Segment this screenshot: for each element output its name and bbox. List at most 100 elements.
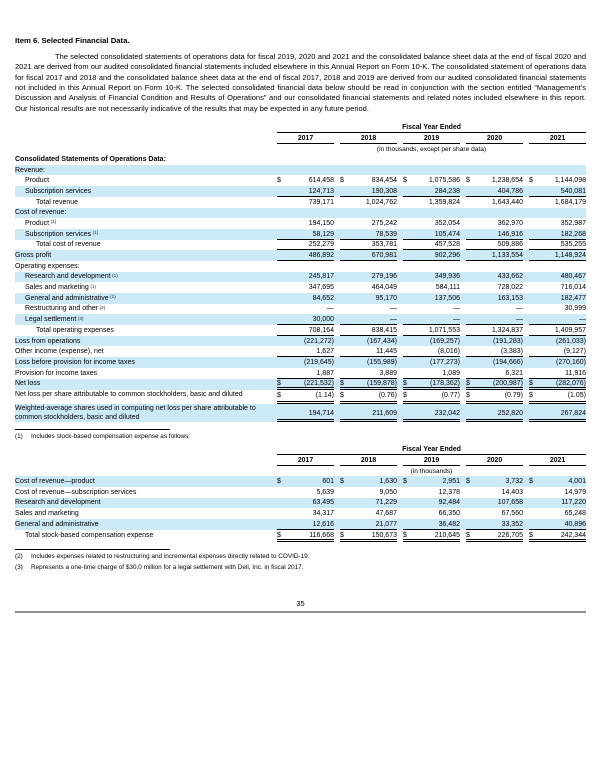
footnote-3-text: Represents a one-time charge of $30.0 mi… bbox=[31, 563, 304, 571]
cell-value: 67,560 bbox=[501, 510, 523, 518]
cell-value: 352,987 bbox=[560, 219, 586, 227]
value-cell: 457,528 bbox=[403, 240, 460, 251]
page-number: 35 bbox=[296, 598, 305, 608]
value-cell: 67,560 bbox=[466, 508, 523, 519]
cell-value: 353,781 bbox=[371, 241, 397, 249]
cell-value: 21,077 bbox=[375, 520, 397, 528]
table-row: Operating expenses: bbox=[15, 261, 586, 272]
page-bottom-rule bbox=[15, 610, 586, 613]
cell-value: — bbox=[453, 305, 460, 313]
year-header: 2019 bbox=[403, 133, 460, 144]
value-cell: 284,238 bbox=[403, 186, 460, 197]
value-cell: 347,695 bbox=[277, 282, 334, 293]
cell-value: 124,713 bbox=[308, 187, 334, 195]
cell-value: (194,666) bbox=[493, 358, 523, 366]
value-cell bbox=[529, 165, 586, 176]
cell-value: 150,673 bbox=[371, 531, 397, 539]
footnote-marker: (1) bbox=[50, 219, 57, 225]
cell-value: 12,616 bbox=[312, 520, 334, 528]
year-header: 2021 bbox=[529, 455, 586, 466]
cell-value: 464,049 bbox=[371, 284, 397, 292]
row-values: $ (221,532) $ (159,878) $ (178,362) $ (200,987)… bbox=[271, 379, 586, 391]
row-values: 1,627 11,445 (8,016) (3,383) (9,127) bbox=[271, 346, 586, 358]
dollar-sign: $ bbox=[403, 177, 407, 185]
cell-value: 194,150 bbox=[308, 219, 334, 227]
cell-value: 242,344 bbox=[560, 531, 586, 539]
value-cell: 40,896 bbox=[529, 519, 586, 530]
row-values: 708,164 838,415 1,071,553 1,324,837 1,409,95… bbox=[271, 325, 586, 336]
row-label: General and administrative bbox=[15, 520, 99, 528]
table-row: Product (1) 194,150 275,242 352,054 362,970 35… bbox=[15, 218, 586, 229]
value-cell: (177,273) bbox=[403, 357, 460, 368]
row-values: $614,458 $834,454 $1,075,586 $1,238,654 $1,1… bbox=[271, 175, 586, 186]
dollar-sign: $ bbox=[403, 380, 407, 388]
value-cell bbox=[403, 165, 460, 176]
row-values: 12,616 21,077 36,482 33,352 40,896 bbox=[271, 519, 586, 530]
row-values: 84,652 95,170 137,506 163,153 182,477 bbox=[271, 293, 586, 304]
table-row: Sales and marketing (1) 347,695 464,049 584,… bbox=[15, 282, 586, 293]
row-label: Restructuring and other (2) bbox=[25, 304, 106, 313]
cell-value: 1,643,440 bbox=[491, 198, 523, 206]
value-cell: $ (159,878) bbox=[340, 379, 397, 391]
value-cell: (194,666) bbox=[466, 357, 523, 368]
row-values: 30,000 — — — — bbox=[271, 314, 586, 326]
table-row: Revenue: bbox=[15, 164, 586, 176]
value-cell: 137,506 bbox=[403, 293, 460, 304]
table-row: Loss from operations (221,272) (167,434) (1… bbox=[15, 335, 586, 347]
row-values: 245,817 279,196 349,936 433,662 480,467 bbox=[271, 272, 586, 283]
value-cell: 11,445 bbox=[340, 346, 397, 358]
row-values: $601 $1,630 $2,951 $3,732 $4,001 bbox=[271, 476, 586, 487]
row-label: Operating expenses: bbox=[15, 262, 80, 270]
year-header: 2020 bbox=[466, 133, 523, 144]
footnote-marker: (1) bbox=[112, 272, 118, 278]
row-values: 1,887 3,889 1,089 6,321 11,916 bbox=[271, 368, 586, 379]
cell-value: 232,042 bbox=[434, 410, 460, 418]
row-label: Cost of revenue: bbox=[15, 209, 67, 217]
cell-value: 210,645 bbox=[434, 531, 460, 539]
cell-value: 1,627 bbox=[316, 348, 334, 356]
cell-value: 834,454 bbox=[371, 177, 397, 185]
year-header: 2021 bbox=[529, 133, 586, 144]
table-row: Total operating expenses 708,164 838,415 1,… bbox=[15, 325, 586, 336]
cell-value: 84,652 bbox=[312, 294, 334, 302]
value-cell: (219,645) bbox=[277, 357, 334, 368]
cell-value: 3,732 bbox=[505, 478, 523, 486]
cell-value: 226,705 bbox=[497, 531, 523, 539]
value-cell: 1,133,554 bbox=[466, 250, 523, 261]
cell-value: 728,022 bbox=[497, 284, 523, 292]
row-label: Sales and marketing bbox=[15, 510, 79, 518]
value-cell: 12,378 bbox=[403, 487, 460, 498]
footnote-3: (3) Represents a one-time charge of $30.… bbox=[15, 563, 586, 572]
cell-value: 92,484 bbox=[438, 499, 460, 507]
value-cell bbox=[466, 261, 523, 272]
row-label: Research and development (1) bbox=[25, 272, 118, 281]
table-row: Cost of revenue—product $601 $1,630 $2,951 $… bbox=[15, 476, 586, 487]
dollar-sign: $ bbox=[340, 478, 344, 486]
fiscal-year-ended-caption: Fiscal Year Ended bbox=[277, 124, 586, 134]
year-header: 2017 bbox=[277, 455, 334, 466]
cell-value: (177,273) bbox=[430, 358, 460, 366]
cell-value: 1,148,924 bbox=[554, 252, 586, 260]
cell-value: 1,133,554 bbox=[491, 252, 523, 260]
cell-value: (167,434) bbox=[367, 337, 397, 345]
cell-value: — bbox=[579, 316, 586, 324]
row-label: Subscription services (1) bbox=[25, 230, 99, 238]
value-cell: 1,409,957 bbox=[529, 325, 586, 336]
value-cell: $150,673 bbox=[340, 530, 397, 542]
value-cell: (169,257) bbox=[403, 336, 460, 347]
row-label: General and administrative (1) bbox=[25, 294, 116, 302]
cell-value: 30,999 bbox=[564, 305, 586, 313]
row-values: 58,129 78,539 105,474 146,916 182,268 bbox=[271, 229, 586, 240]
row-values: $116,668 $150,673 $210,645 $226,705 $242,344 bbox=[271, 530, 586, 542]
value-cell: $2,951 bbox=[403, 476, 460, 487]
value-cell: $ (0.76) bbox=[340, 390, 397, 405]
value-cell bbox=[403, 208, 460, 219]
cell-value: 252,279 bbox=[308, 241, 334, 249]
cell-value: 5,639 bbox=[316, 488, 334, 496]
cell-value: (178,362) bbox=[430, 380, 460, 388]
dollar-sign: $ bbox=[277, 177, 281, 185]
row-label: Product bbox=[25, 177, 50, 185]
dollar-sign: $ bbox=[529, 380, 533, 388]
footnote-2-marker: (2) bbox=[15, 552, 23, 560]
cell-value: 190,308 bbox=[371, 187, 397, 195]
